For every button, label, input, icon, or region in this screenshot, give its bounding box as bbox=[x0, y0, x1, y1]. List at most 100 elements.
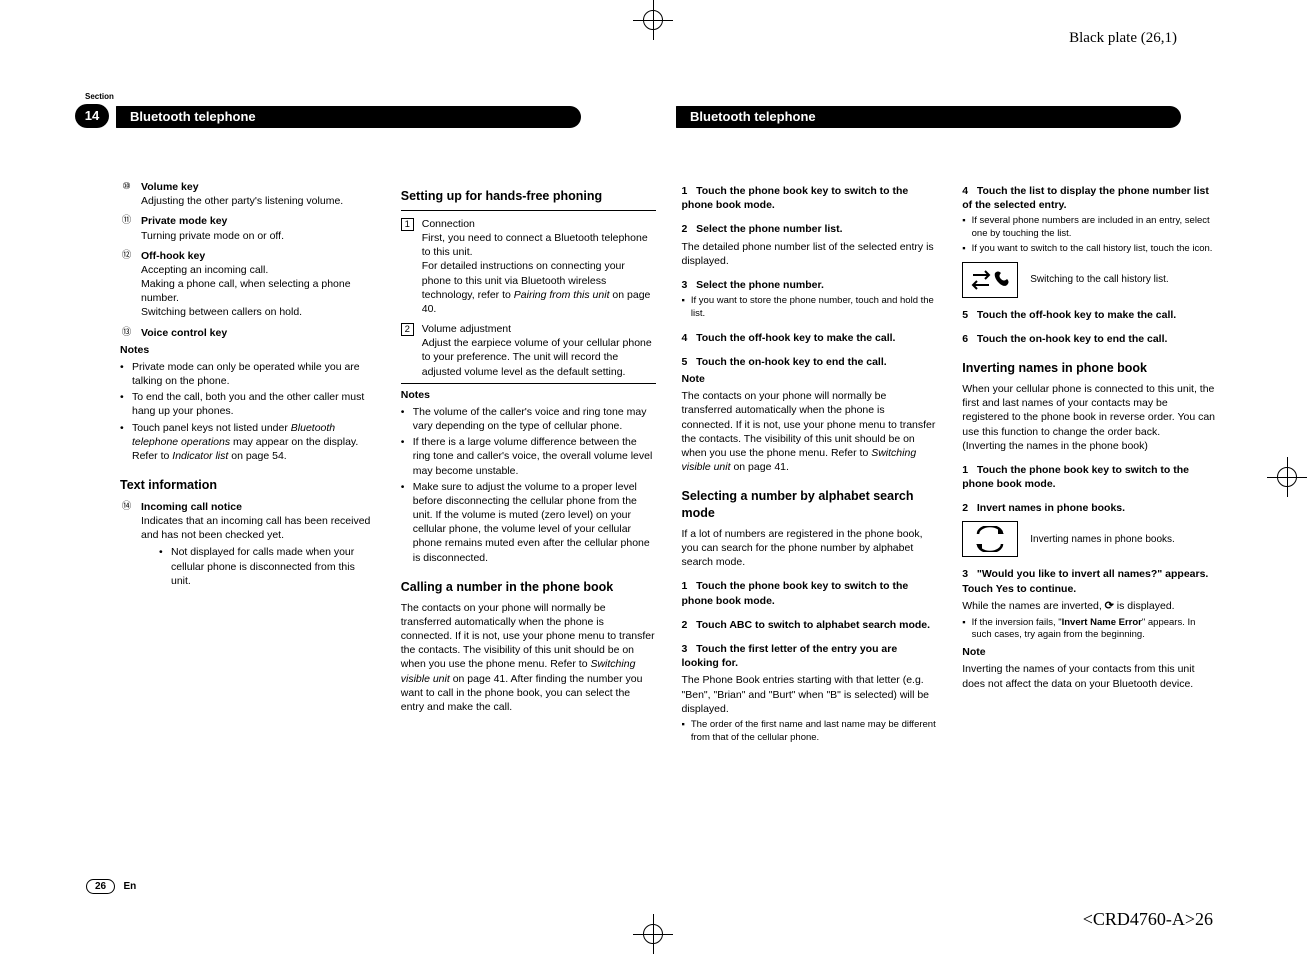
step: 2 Touch ABC to switch to alphabet search… bbox=[682, 618, 937, 632]
alpha-search-heading: Selecting a number by alphabet search mo… bbox=[682, 488, 937, 522]
key-title: Private mode key bbox=[141, 215, 227, 227]
key-body: Adjusting the other party's listening vo… bbox=[141, 195, 343, 207]
marker-sq-2: 2 bbox=[401, 323, 414, 336]
step: 1 Touch the phone book key to switch to … bbox=[682, 184, 937, 212]
key-body: Accepting an incoming call. Making a pho… bbox=[141, 264, 351, 319]
sub-bullet-list: Not displayed for calls made when your c… bbox=[141, 545, 375, 588]
step-head: 2 Touch ABC to switch to alphabet search… bbox=[682, 618, 937, 632]
step-head: 3 Select the phone number. bbox=[682, 278, 937, 292]
step-head: 1 Touch the phone book key to switch to … bbox=[682, 184, 937, 212]
note-body: The contacts on your phone will normally… bbox=[682, 389, 937, 474]
setup-body: First, you need to connect a Bluetooth t… bbox=[422, 232, 651, 315]
step: 1 Touch the phone book key to switch to … bbox=[962, 463, 1217, 491]
note-body: Inverting the names of your contacts fro… bbox=[962, 662, 1217, 690]
key-item-voice: ⑬ Voice control key bbox=[120, 326, 375, 340]
step-body: While the names are inverted, ⟳ is displ… bbox=[962, 599, 1217, 614]
icon-row-history: Switching to the call history list. bbox=[962, 262, 1217, 298]
doc-id: <CRD4760-A>26 bbox=[1083, 909, 1213, 930]
column-4: 4 Touch the list to display the phone nu… bbox=[962, 174, 1217, 864]
sq-note: ▪If several phone numbers are included i… bbox=[962, 215, 1217, 241]
step-head: 4 Touch the list to display the phone nu… bbox=[962, 184, 1217, 212]
invert-intro: When your cellular phone is connected to… bbox=[962, 382, 1217, 453]
registration-mark-right bbox=[1267, 457, 1307, 497]
key-item-private: ⑪ Private mode key Turning private mode … bbox=[120, 214, 375, 242]
sq-note: ▪If you want to store the phone number, … bbox=[682, 295, 937, 321]
step: 3 "Would you like to invert all names?" … bbox=[962, 567, 1217, 642]
column-3: 1 Touch the phone book key to switch to … bbox=[682, 174, 937, 864]
key-item-volume: ⑩ Volume key Adjusting the other party's… bbox=[120, 180, 375, 208]
step-head: 5 Touch the off-hook key to make the cal… bbox=[962, 308, 1217, 322]
note-item: To end the call, both you and the other … bbox=[120, 390, 375, 418]
notes-heading: Notes bbox=[401, 388, 656, 402]
step-head: 3 "Would you like to invert all names?" … bbox=[962, 567, 1217, 595]
key-title: Voice control key bbox=[141, 327, 227, 339]
divider bbox=[401, 210, 656, 211]
invert-names-icon bbox=[962, 521, 1018, 557]
alpha-search-intro: If a lot of numbers are registered in th… bbox=[682, 527, 937, 570]
step-body: The detailed phone number list of the se… bbox=[682, 240, 937, 268]
icon-caption: Switching to the call history list. bbox=[1030, 273, 1217, 287]
step-head: 1 Touch the phone book key to switch to … bbox=[962, 463, 1217, 491]
note-heading: Note bbox=[682, 372, 937, 386]
calling-body: The contacts on your phone will normally… bbox=[401, 601, 656, 714]
key-item-offhook: ⑫ Off-hook key Accepting an incoming cal… bbox=[120, 249, 375, 320]
divider bbox=[401, 383, 656, 384]
step: 6 Touch the on-hook key to end the call. bbox=[962, 332, 1217, 346]
sq-note: ▪If you want to switch to the call histo… bbox=[962, 243, 1217, 256]
step-head: 6 Touch the on-hook key to end the call. bbox=[962, 332, 1217, 346]
step: 3 Select the phone number. ▪If you want … bbox=[682, 278, 937, 321]
marker-13: ⑬ bbox=[120, 327, 133, 340]
sq-note: ▪If the inversion fails, "Invert Name Er… bbox=[962, 617, 1217, 643]
icon-row-invert: Inverting names in phone books. bbox=[962, 521, 1217, 557]
marker-12: ⑫ bbox=[120, 250, 133, 263]
step: 1 Touch the phone book key to switch to … bbox=[682, 579, 937, 607]
step-head: 1 Touch the phone book key to switch to … bbox=[682, 579, 937, 607]
sq-note: ▪The order of the first name and last na… bbox=[682, 719, 937, 745]
page-number: 26 bbox=[86, 879, 115, 894]
section-number-badge: 14 bbox=[75, 104, 109, 128]
invert-heading: Inverting names in phone book bbox=[962, 360, 1217, 377]
notes-heading: Notes bbox=[120, 343, 375, 357]
step-body: The Phone Book entries starting with tha… bbox=[682, 673, 937, 716]
key-body: Indicates that an incoming call has been… bbox=[141, 515, 370, 541]
note-item: If there is a large volume difference be… bbox=[401, 435, 656, 478]
note-item: Touch panel keys not listed under Blueto… bbox=[120, 421, 375, 464]
registration-mark-bottom bbox=[633, 914, 673, 954]
step-head: 3 Touch the first letter of the entry yo… bbox=[682, 642, 937, 670]
step-head: 5 Touch the on-hook key to end the call. bbox=[682, 355, 937, 369]
setup-item-connection: 1 Connection First, you need to connect … bbox=[401, 217, 656, 316]
step: 4 Touch the list to display the phone nu… bbox=[962, 184, 1217, 256]
column-2: Setting up for hands-free phoning 1 Conn… bbox=[401, 174, 656, 864]
notes-list: Private mode can only be operated while … bbox=[120, 360, 375, 463]
page-footer: 26 En bbox=[86, 879, 136, 894]
key-title: Incoming call notice bbox=[141, 501, 242, 513]
key-title: Off-hook key bbox=[141, 250, 205, 262]
page-lang: En bbox=[123, 881, 136, 892]
registration-mark-top bbox=[633, 0, 673, 40]
step: 2 Invert names in phone books. bbox=[962, 501, 1217, 515]
content-columns: ⑩ Volume key Adjusting the other party's… bbox=[120, 174, 1217, 864]
section-label: Section bbox=[85, 92, 114, 101]
note-item: Private mode can only be operated while … bbox=[120, 360, 375, 388]
black-plate-label: Black plate (26,1) bbox=[1069, 30, 1177, 47]
step: 2 Select the phone number list. The deta… bbox=[682, 222, 937, 268]
chapter-tab-right: Bluetooth telephone bbox=[676, 106, 1181, 128]
marker-sq-1: 1 bbox=[401, 218, 414, 231]
key-body: Turning private mode on or off. bbox=[141, 230, 284, 242]
notes-list: The volume of the caller's voice and rin… bbox=[401, 405, 656, 565]
step-head: 4 Touch the off-hook key to make the cal… bbox=[682, 331, 937, 345]
setup-title: Connection bbox=[422, 218, 475, 230]
setup-item-volume: 2 Volume adjustment Adjust the earpiece … bbox=[401, 322, 656, 379]
step: 3 Touch the first letter of the entry yo… bbox=[682, 642, 937, 744]
step: 5 Touch the off-hook key to make the cal… bbox=[962, 308, 1217, 322]
text-information-heading: Text information bbox=[120, 477, 375, 494]
step-head: 2 Invert names in phone books. bbox=[962, 501, 1217, 515]
chapter-tab-left: Bluetooth telephone bbox=[116, 106, 581, 128]
setup-body: Adjust the earpiece volume of your cellu… bbox=[422, 337, 652, 377]
step: 4 Touch the off-hook key to make the cal… bbox=[682, 331, 937, 345]
icon-caption: Inverting names in phone books. bbox=[1030, 533, 1217, 547]
step: 5 Touch the on-hook key to end the call. bbox=[682, 355, 937, 369]
key-title: Volume key bbox=[141, 181, 199, 193]
note-item: The volume of the caller's voice and rin… bbox=[401, 405, 656, 433]
marker-14: ⑭ bbox=[120, 501, 133, 514]
